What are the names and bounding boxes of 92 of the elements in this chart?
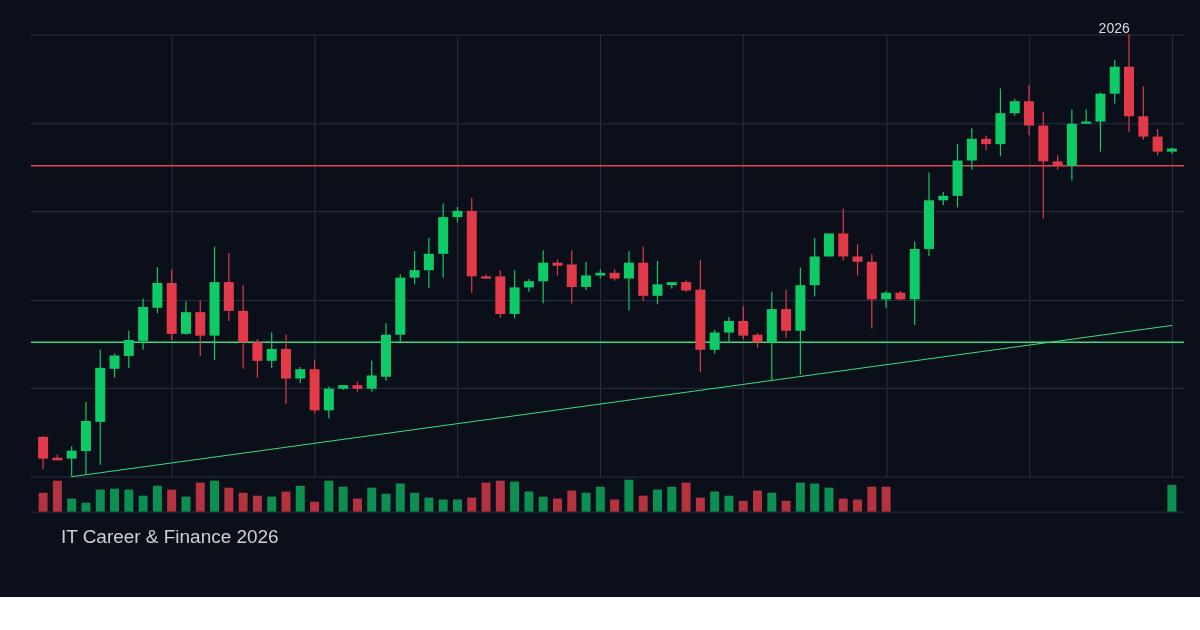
bar: [81, 502, 91, 512]
bar: [710, 491, 720, 512]
bar: [67, 498, 77, 512]
bar: [681, 482, 691, 512]
bar: [210, 480, 220, 512]
bar: [438, 499, 448, 512]
bar: [1167, 484, 1177, 512]
bar: [881, 486, 891, 512]
bar: [552, 498, 562, 512]
candlestick: [709, 329, 720, 355]
candlestick: [838, 208, 849, 262]
bar: [338, 486, 348, 512]
candlestick: [423, 237, 434, 289]
bar: [224, 487, 234, 512]
bar: [653, 489, 662, 512]
bar: [667, 486, 677, 512]
candlestick: [523, 278, 534, 293]
candlestick: [38, 435, 49, 470]
candlestick: [1138, 85, 1149, 141]
bar: [452, 499, 462, 512]
bar: [495, 480, 505, 512]
text: IT Career & Finance 2026: [60, 525, 279, 547]
candlestick: [738, 305, 749, 340]
candlestick: [1152, 128, 1163, 156]
bar: [281, 491, 291, 512]
candlestick: [566, 249, 577, 304]
bar: [267, 496, 277, 512]
candlestick: [981, 135, 992, 151]
bar: [181, 496, 191, 512]
candlestick: [623, 250, 634, 312]
bar: [695, 497, 705, 512]
bar: [167, 489, 177, 512]
bar: [324, 480, 334, 512]
candlestick: [723, 316, 734, 344]
bar: [52, 480, 62, 512]
bar: [381, 493, 391, 512]
bar: [810, 483, 820, 512]
candlestick: [881, 290, 892, 309]
bar: [781, 500, 791, 512]
bar: [581, 492, 591, 512]
bar: [395, 483, 405, 512]
bar: [195, 482, 205, 512]
candlestick: [180, 300, 191, 336]
candlestick: [123, 330, 134, 369]
bar: [367, 487, 377, 512]
candlestick: [781, 289, 792, 339]
bar: [152, 485, 162, 512]
candlestick: [195, 299, 206, 357]
candlestick: [252, 338, 263, 379]
candlestick: [109, 352, 120, 379]
candlestick: [66, 445, 77, 478]
bar: [124, 489, 134, 512]
candlestick: [652, 260, 663, 305]
bar: [867, 486, 877, 512]
bar: [738, 500, 748, 512]
bar: [767, 492, 777, 512]
bar: [38, 492, 48, 512]
candlestick: [538, 249, 549, 304]
bar: [510, 481, 520, 512]
bar: [424, 497, 434, 512]
bar: [638, 495, 648, 512]
bar: [310, 501, 320, 512]
bar: [824, 487, 834, 512]
bar: [524, 491, 534, 512]
bar: [724, 495, 734, 512]
annotation: 2026: [1098, 20, 1130, 37]
bar: [610, 499, 620, 512]
bar: [853, 499, 863, 512]
bar: [624, 479, 634, 512]
bar: [295, 485, 305, 512]
bar: [252, 495, 262, 512]
bar: [595, 486, 605, 512]
candlestick: [581, 261, 592, 291]
candlestick: [323, 385, 334, 419]
candlestick: [966, 127, 977, 171]
bar: [467, 497, 477, 512]
candlestick: [266, 331, 277, 369]
bar: [795, 482, 805, 512]
bar: [838, 498, 848, 512]
bar: [352, 498, 362, 512]
bar: [95, 489, 105, 512]
bar: [410, 492, 420, 512]
candlestick: [366, 360, 377, 393]
bar: [567, 490, 577, 512]
bar: [481, 482, 491, 512]
bar: [238, 492, 248, 512]
bar: [110, 488, 120, 512]
bar: [753, 490, 763, 512]
bar: [138, 495, 148, 512]
candlestick: [409, 250, 420, 285]
bar: [538, 496, 548, 512]
candlestick: [852, 243, 863, 277]
